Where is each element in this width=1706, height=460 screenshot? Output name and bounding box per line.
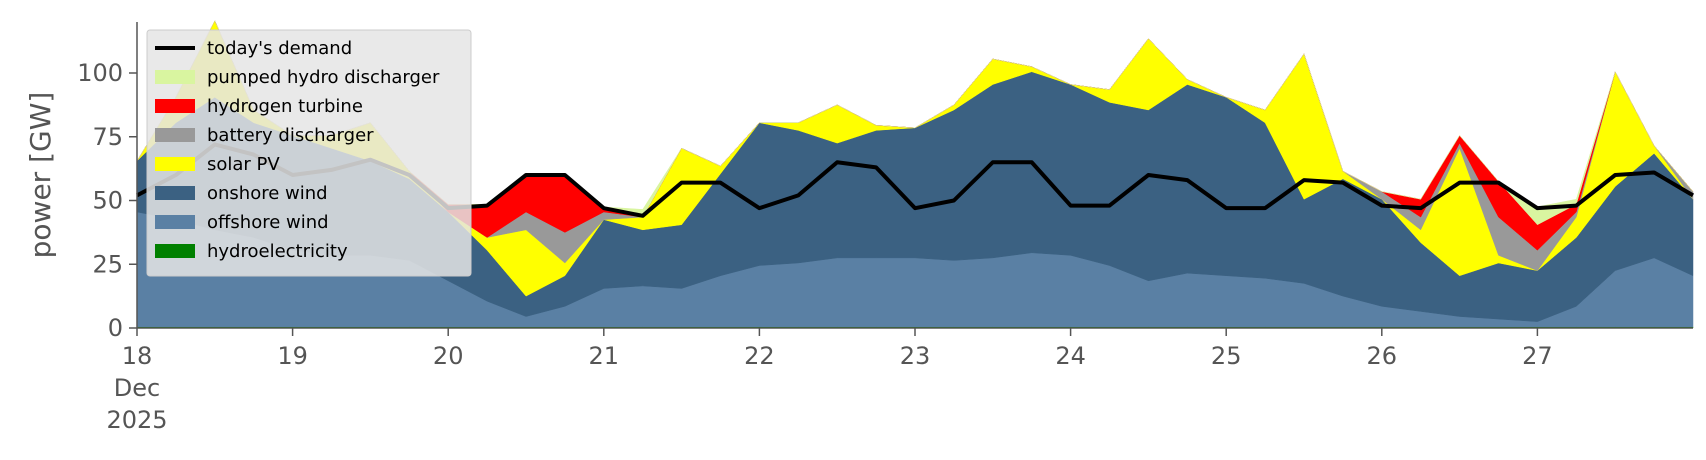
- y-tick-label: 75: [92, 123, 123, 151]
- legend-swatch: [155, 99, 195, 113]
- x-tick-label: 25: [1211, 342, 1242, 370]
- x-tick-label: 23: [900, 342, 931, 370]
- x-tick-label: 27: [1522, 342, 1553, 370]
- legend-swatch: [155, 186, 195, 200]
- legend-box: [146, 29, 472, 277]
- y-tick-label: 0: [108, 314, 123, 342]
- x-tick-label: 21: [589, 342, 620, 370]
- legend-swatch: [155, 128, 195, 142]
- x-tick-label: 19: [277, 342, 308, 370]
- legend-swatch: [155, 215, 195, 229]
- legend-swatch: [155, 70, 195, 84]
- x-tick-label: 22: [744, 342, 775, 370]
- legend-swatch: [155, 244, 195, 258]
- y-tick-label: 25: [92, 250, 123, 278]
- x-tick-label: 24: [1055, 342, 1086, 370]
- legend-label: today's demand: [207, 38, 352, 59]
- x-tick-label: 18: [122, 342, 153, 370]
- area: [136, 20, 1694, 226]
- x-tick-label: 20: [433, 342, 464, 370]
- legend-label: solar PV: [207, 154, 280, 175]
- x-year-label: 2025: [106, 406, 167, 434]
- x-tick-label: 26: [1367, 342, 1398, 370]
- x-month-label: Dec: [114, 374, 160, 402]
- legend-label: hydrogen turbine: [207, 96, 363, 117]
- y-tick-label: 100: [77, 59, 123, 87]
- legend-label: pumped hydro discharger: [207, 67, 440, 88]
- legend-label: battery discharger: [207, 125, 374, 146]
- legend-label: hydroelectricity: [207, 241, 348, 262]
- legend: today's demand pumped hydro discharger hyd…: [146, 29, 472, 277]
- legend-label: onshore wind: [207, 183, 328, 204]
- legend-swatch: [155, 157, 195, 171]
- plot-area: [136, 20, 1695, 329]
- y-tick-label: 50: [92, 187, 123, 215]
- legend-label: offshore wind: [207, 212, 329, 233]
- y-axis-label: power [GW]: [24, 92, 57, 259]
